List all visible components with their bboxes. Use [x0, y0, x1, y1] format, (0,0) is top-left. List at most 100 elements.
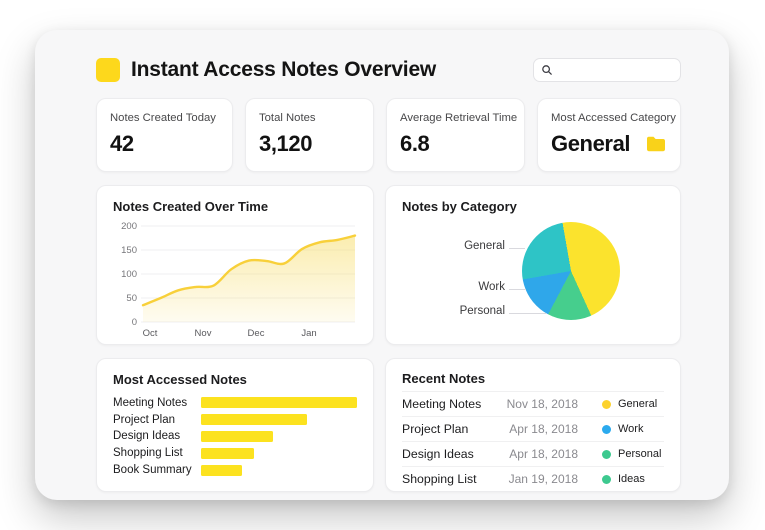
charts-row: Notes Created Over Time 0 50 100 150 200 Oct N… — [96, 185, 681, 345]
bar-row-design-ideas: Design Ideas — [113, 430, 357, 442]
table-row-design-ideas[interactable]: Design Ideas Apr 18, 2018 Personal — [402, 441, 664, 466]
stat-card-total-notes: Total Notes 3,120 — [245, 98, 374, 172]
header-left: Instant Access Notes Overview — [96, 58, 436, 82]
stat-label: Average Retrieval Time — [400, 112, 518, 124]
stat-card-average-retrieval-time: Average Retrieval Time 6.8 — [386, 98, 525, 172]
line-chart: 0 50 100 150 200 Oct Nov Dec Jan — [113, 218, 357, 344]
table-row-project-plan[interactable]: Project Plan Apr 18, 2018 Work — [402, 416, 664, 441]
note-date: Apr 18, 2018 — [509, 422, 578, 436]
stat-value-row: 42 — [110, 131, 219, 157]
table-row-meeting-notes[interactable]: Meeting Notes Nov 18, 2018 General — [402, 391, 664, 416]
search-input[interactable] — [558, 63, 673, 77]
app-square-icon — [96, 58, 120, 82]
stat-card-notes-created-today: Notes Created Today 42 — [96, 98, 233, 172]
recent-notes-card: Recent Notes Meeting Notes Nov 18, 2018 Ge… — [385, 358, 681, 492]
svg-text:200: 200 — [121, 221, 137, 232]
bar-track — [201, 414, 357, 426]
pie-label-work: Work — [478, 281, 526, 293]
pie-leader-line — [509, 289, 526, 290]
folder-icon — [645, 135, 667, 153]
page-title: Instant Access Notes Overview — [131, 58, 437, 81]
stat-label: Total Notes — [259, 112, 316, 124]
bar-label: Project Plan — [113, 413, 176, 426]
bar-label: Design Ideas — [113, 430, 181, 443]
note-date: Apr 18, 2018 — [509, 447, 578, 461]
bar-chart-card: Most Accessed Notes Meeting Notes Project… — [96, 358, 374, 492]
svg-text:Nov: Nov — [195, 328, 212, 339]
bar-row-book-summary: Book Summary — [113, 464, 357, 476]
bar-label: Meeting Notes — [113, 396, 188, 409]
note-category: Ideas — [578, 473, 664, 485]
svg-text:150: 150 — [121, 245, 137, 256]
stat-value-row: 3,120 — [259, 131, 360, 157]
bar — [201, 464, 242, 476]
bottom-row: Most Accessed Notes Meeting Notes Project… — [96, 358, 681, 492]
bar-chart-title: Most Accessed Notes — [113, 372, 247, 387]
pie-label-personal: Personal — [459, 305, 546, 317]
recent-notes-rows: Meeting Notes Nov 18, 2018 General Project … — [402, 391, 664, 491]
dashboard-panel: Instant Access Notes Overview Notes Crea… — [35, 30, 729, 500]
recent-notes-title: Recent Notes — [402, 371, 486, 386]
search-icon — [541, 64, 553, 76]
header: Instant Access Notes Overview — [96, 56, 681, 84]
note-category: Personal — [578, 448, 664, 460]
category-dot — [602, 474, 611, 484]
note-name: Project Plan — [402, 422, 469, 436]
stat-card-most-accessed-category: Most Accessed Category General — [537, 98, 681, 172]
bar-row-meeting-notes: Meeting Notes — [113, 397, 357, 409]
line-chart-title: Notes Created Over Time — [113, 199, 269, 214]
pie-label-text: Personal — [459, 305, 505, 317]
bar-track — [201, 430, 357, 442]
category-label: Personal — [618, 448, 662, 460]
category-dot — [602, 449, 611, 459]
svg-text:100: 100 — [121, 269, 137, 280]
bar-track — [201, 464, 357, 476]
svg-text:Dec: Dec — [248, 328, 265, 339]
category-dot — [602, 424, 611, 434]
note-category: General — [578, 398, 664, 410]
stat-value-row: General — [551, 131, 667, 157]
bar-row-project-plan: Project Plan — [113, 414, 357, 426]
stat-value: General — [551, 131, 631, 156]
note-name: Meeting Notes — [402, 397, 482, 411]
bar-rows: Meeting Notes Project Plan Design Ideas Sho… — [113, 392, 357, 481]
category-dot — [602, 399, 611, 409]
pie-chart-card: Notes by Category General Work Personal — [385, 185, 681, 345]
bar-label: Book Summary — [113, 464, 192, 477]
category-label: Work — [618, 423, 644, 435]
stat-value: 3,120 — [259, 131, 313, 156]
pie-chart — [522, 222, 620, 320]
svg-text:50: 50 — [126, 293, 137, 304]
pie-label-text: Work — [478, 281, 505, 293]
pie-leader-line — [509, 313, 546, 314]
pie-label-text: General — [464, 240, 505, 252]
pie-chart-title: Notes by Category — [402, 199, 517, 214]
stat-label: Notes Created Today — [110, 112, 216, 124]
bar-track — [201, 397, 357, 409]
table-row-shopping-list[interactable]: Shopping List Jan 19, 2018 Ideas — [402, 466, 664, 491]
bar — [201, 447, 255, 459]
search-box[interactable] — [533, 58, 681, 82]
bar-track — [201, 447, 357, 459]
bar-label: Shopping List — [113, 447, 183, 460]
svg-text:0: 0 — [132, 317, 137, 328]
pie-label-general: General — [464, 240, 525, 252]
svg-text:Jan: Jan — [301, 328, 316, 339]
stat-label: Most Accessed Category — [551, 112, 676, 124]
stat-value: 6.8 — [400, 131, 430, 156]
bar-row-shopping-list: Shopping List — [113, 447, 357, 459]
note-category: Work — [578, 423, 664, 435]
line-chart-card: Notes Created Over Time 0 50 100 150 200 Oct N… — [96, 185, 374, 345]
note-name: Shopping List — [402, 472, 477, 486]
note-date: Jan 19, 2018 — [508, 472, 578, 486]
note-date: Nov 18, 2018 — [506, 397, 578, 411]
stat-value-row: 6.8 — [400, 131, 511, 157]
bar — [201, 414, 308, 426]
pie-leader-line — [509, 248, 525, 249]
svg-text:Oct: Oct — [143, 328, 158, 339]
bar — [201, 430, 273, 442]
stats-row: Notes Created Today 42 Total Notes 3,120 Ave… — [96, 98, 681, 172]
stat-value: 42 — [110, 131, 134, 156]
note-name: Design Ideas — [402, 447, 474, 461]
bar — [201, 397, 357, 409]
